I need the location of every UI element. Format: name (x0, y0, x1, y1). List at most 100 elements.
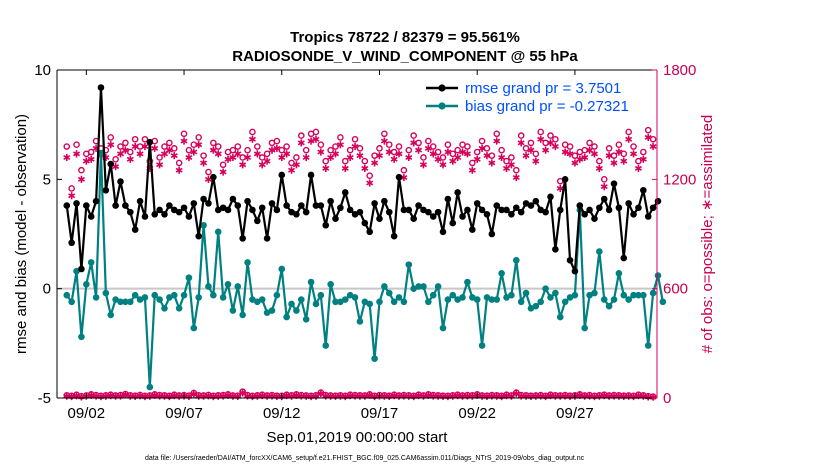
obs-star-stroke (375, 153, 383, 159)
bias-point (630, 291, 637, 299)
obs-assimilated-point (586, 146, 594, 154)
bias-point (532, 302, 540, 310)
rmse-point (503, 206, 510, 214)
obs-star-stroke (463, 151, 471, 157)
obs-possible-point (630, 143, 637, 150)
obs-star-stroke (366, 180, 374, 186)
bias-point (459, 294, 466, 301)
obs-star-stroke (234, 151, 242, 157)
obs-assimilated-point (522, 152, 530, 160)
obs-star-stroke (185, 154, 193, 160)
obs-assimilated-point (395, 150, 403, 158)
obs-assimilated-point (390, 155, 398, 163)
bias-point (92, 294, 100, 301)
rmse-point (464, 206, 471, 214)
rmse-point (73, 200, 80, 207)
obs-assimilated-point (605, 152, 613, 160)
bias-point (224, 280, 232, 288)
chart-subtitle: RADIOSONDE_V_WIND_COMPONENT @ 55 hPa (232, 48, 578, 65)
bias-point (117, 298, 124, 306)
obs-star-stroke (229, 154, 237, 160)
chart-title: Tropics 78722 / 82379 = 95.561% (290, 29, 520, 46)
obs-star-stroke (634, 165, 642, 171)
obs-assimilated-point (444, 148, 452, 156)
obs-star-stroke (297, 140, 305, 146)
rmse-point (615, 204, 623, 212)
bias-point (596, 248, 603, 255)
obs-possible-point (302, 146, 310, 154)
obs-possible-point (87, 148, 95, 156)
obs-assimilated-point (180, 137, 188, 145)
rmse-point (151, 211, 159, 218)
obs-star-stroke (410, 140, 418, 146)
obs-star-stroke (512, 175, 520, 181)
rmse-point (600, 195, 608, 203)
y-right-tick-label: 1200 (663, 171, 696, 188)
obs-star-stroke (546, 140, 555, 146)
bias-point (561, 298, 569, 306)
rmse-point (161, 211, 168, 218)
obs-assimilated-point (121, 146, 129, 154)
obs-star-stroke (302, 154, 310, 160)
obs-star-stroke (336, 142, 344, 148)
obs-star-stroke (307, 138, 315, 144)
obs-possible-point (107, 134, 115, 141)
obs-assimilated-point (195, 141, 203, 149)
obs-assimilated-point (590, 150, 598, 158)
rmse-point (596, 204, 603, 212)
rmse-point (117, 178, 124, 185)
obs-star-stroke (468, 167, 476, 173)
obs-star-stroke (209, 147, 217, 153)
rmse-point (444, 195, 452, 203)
obs-possible-point (581, 146, 588, 154)
rmse-point (429, 213, 437, 220)
bias-point (156, 296, 163, 303)
obs-possible-point (473, 148, 481, 156)
bias-point (600, 296, 608, 303)
obs-star-stroke (117, 151, 125, 157)
obs-star-stroke (366, 392, 374, 398)
bias-point (175, 305, 183, 312)
obs-possible-point (346, 146, 354, 154)
bias-point (302, 315, 310, 323)
obs-assimilated-point (312, 135, 320, 143)
obs-assimilated-point (322, 164, 330, 172)
obs-star-stroke (190, 149, 198, 155)
obs-star-stroke (136, 151, 144, 157)
bias-point (591, 289, 598, 297)
bias-point (371, 355, 378, 362)
obs-possible-point (361, 157, 369, 165)
rmse-point (234, 202, 242, 209)
rmse-point (239, 235, 246, 242)
obs-star-stroke (517, 140, 525, 146)
obs-assimilated-point (581, 153, 589, 162)
obs-star-stroke (224, 156, 232, 162)
bias-point (283, 313, 290, 321)
obs-star-stroke (87, 156, 95, 162)
obs-star-stroke (454, 154, 462, 160)
rmse-point (254, 217, 261, 225)
obs-assimilated-point (532, 157, 540, 165)
obs-assimilated-point (263, 157, 271, 165)
obs-assimilated-point (160, 150, 169, 158)
obs-possible-point (508, 154, 515, 161)
obs-possible-point (488, 152, 496, 159)
obs-assimilated-point (502, 164, 511, 172)
rmse-point (498, 206, 505, 214)
rmse-point (488, 230, 496, 238)
bias-point (312, 300, 320, 308)
bias-point (547, 294, 554, 301)
obs-star-stroke (92, 393, 100, 399)
obs-star-stroke (283, 151, 291, 157)
obs-possible-point (591, 143, 598, 150)
obs-star-stroke (331, 151, 340, 157)
obs-assimilated-point (170, 152, 178, 160)
rmse-point (92, 197, 100, 205)
rmse-point (361, 219, 369, 227)
obs-possible-point (337, 134, 344, 141)
obs-assimilated-point (410, 139, 418, 147)
rmse-point (200, 195, 207, 203)
bias-point (610, 296, 618, 303)
obs-star-stroke (498, 154, 506, 160)
obs-possible-point (112, 155, 119, 163)
